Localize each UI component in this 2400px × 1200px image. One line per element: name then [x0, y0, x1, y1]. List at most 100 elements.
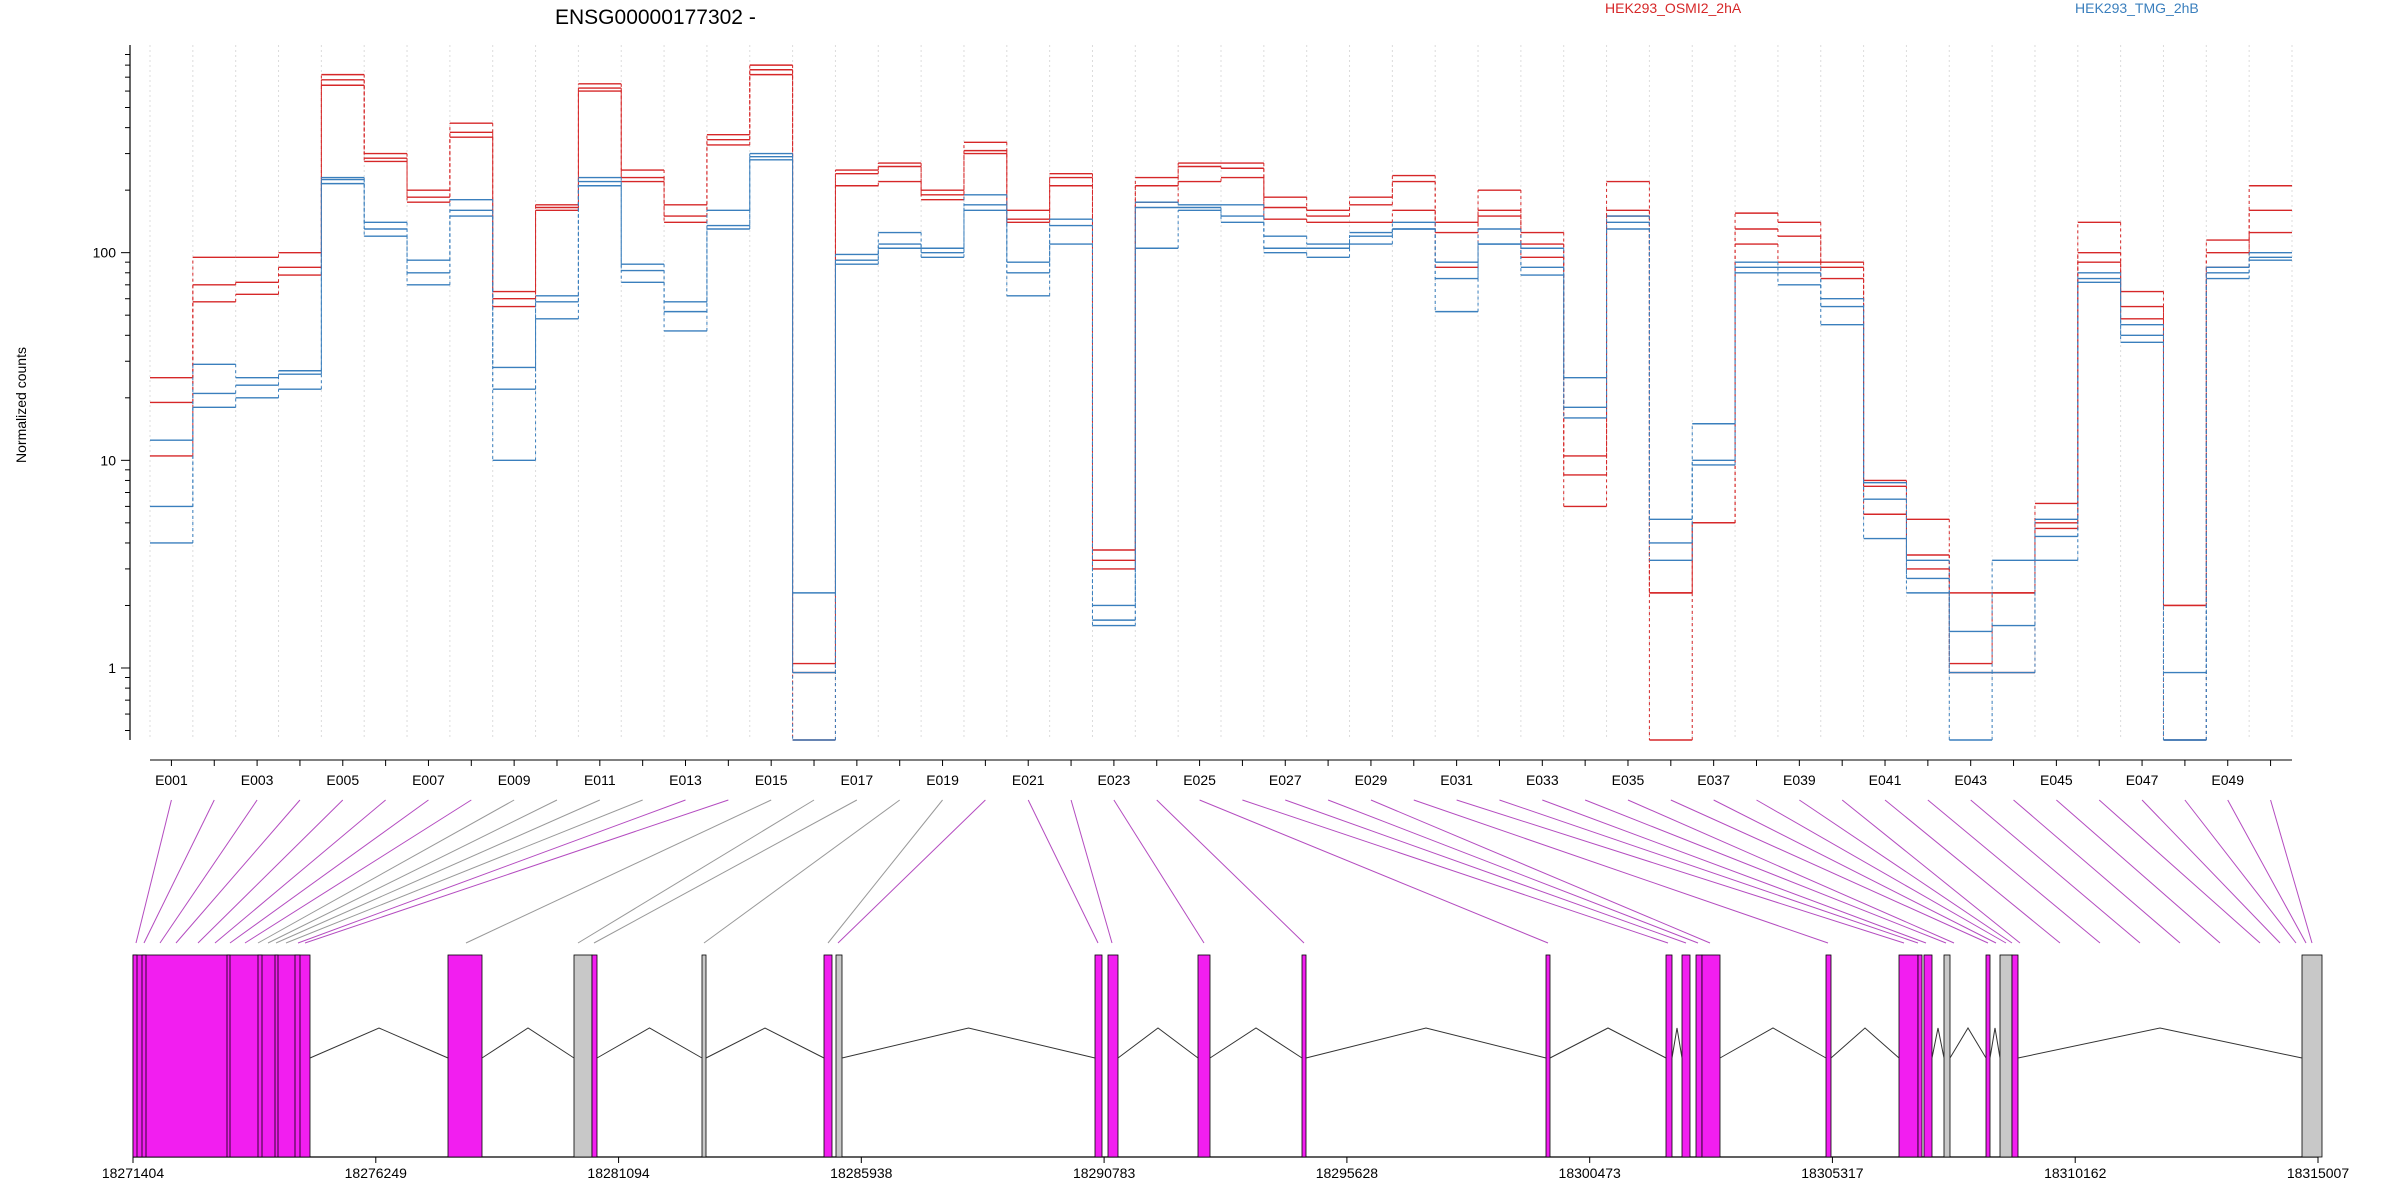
exon-connector-line [1113, 799, 1205, 944]
exon-connector-line [593, 799, 858, 944]
exon-connector-line [159, 799, 258, 944]
exon-tick-label: E007 [412, 772, 445, 788]
y-axis-label: Normalized counts [13, 347, 29, 463]
genomic-coordinate-label: 18290783 [1073, 1165, 1136, 1181]
exon-block [132, 954, 311, 1158]
exon-block [591, 954, 598, 1158]
exon-connector-line [1499, 799, 1919, 944]
genomic-coordinate-label: 18300473 [1559, 1165, 1622, 1181]
exon-connector-line [285, 799, 643, 944]
exon-tick-label: E033 [1526, 772, 1559, 788]
legend-entry-tmg: HEK293_TMG_2hB [2075, 0, 2199, 16]
exon-tick-label: E049 [2211, 772, 2244, 788]
exon-connector-line [1841, 799, 2021, 944]
intron-line [1671, 1027, 1683, 1059]
exon-connector-line [2013, 799, 2181, 944]
exon-connector-line [1027, 799, 1099, 944]
exon-connector-line [1413, 799, 1829, 944]
exon-connector-line [1627, 799, 1955, 944]
exon-block [1107, 954, 1119, 1158]
intron-line [481, 1027, 575, 1059]
intron-line [1305, 1027, 1547, 1059]
exon-tick-label: E003 [241, 772, 274, 788]
genomic-coordinate-label: 18305317 [1801, 1165, 1864, 1181]
exon-block [447, 954, 483, 1158]
exon-tick-label: E023 [1098, 772, 1131, 788]
exon-connector-line [703, 799, 900, 944]
exon-connector-line [1370, 799, 1711, 944]
chart-title: ENSG00000177302 - [555, 6, 756, 29]
intron-line [1209, 1027, 1303, 1059]
exon-block [1898, 954, 1919, 1158]
exon-tick-label: E047 [2126, 772, 2159, 788]
exon-block [294, 954, 301, 1158]
exon-connector-line [267, 799, 558, 944]
intron-line [1117, 1027, 1199, 1059]
genomic-coordinate-label: 18315007 [2287, 1165, 2350, 1181]
exon-tick-label: E021 [1012, 772, 1045, 788]
series-osmi2-0 [150, 64, 2292, 665]
gridlines [149, 45, 2293, 740]
genomic-coordinate-label: 18310162 [2044, 1165, 2107, 1181]
exon-tick-label: E009 [498, 772, 531, 788]
exon-connector-line [1884, 799, 2061, 944]
intron-line [1931, 1027, 1945, 1059]
intron-line [2017, 1027, 2303, 1059]
exon-connector-line [1799, 799, 2013, 944]
exon-connector-line [577, 799, 815, 944]
exon-block [1197, 954, 1211, 1158]
exon-block [141, 954, 147, 1158]
intron-line [309, 1027, 449, 1059]
intron-line [1830, 1027, 1900, 1059]
exon-connector-line [244, 799, 472, 944]
exon-connector-line [1199, 799, 1549, 944]
intron-line [596, 1027, 703, 1059]
exon-connector-line [275, 799, 601, 944]
exon-block [1923, 954, 1933, 1158]
intron-line [1549, 1027, 1667, 1059]
exon-connector-line [304, 799, 729, 944]
exon-tick-label: E043 [1954, 772, 1987, 788]
exon-block-noncounted [835, 954, 843, 1158]
exon-block [1825, 954, 1832, 1158]
series-tmg-4 [150, 155, 2292, 741]
exon-tick-label: E041 [1869, 772, 1902, 788]
exon-block [1094, 954, 1103, 1158]
exon-connector-line [2141, 799, 2281, 944]
exon-block [1701, 954, 1721, 1158]
exon-connector-line [197, 799, 344, 944]
exon-tick-label: E001 [155, 772, 188, 788]
exon-connector-line [229, 799, 429, 944]
intron-line [841, 1027, 1096, 1059]
series-lines [150, 64, 2292, 741]
exon-connector-line [1713, 799, 1997, 944]
exon-tick-label: E029 [1355, 772, 1388, 788]
exon-connector-line [175, 799, 301, 944]
exon-tick-label: E039 [1783, 772, 1816, 788]
exon-block-noncounted [2301, 954, 2323, 1158]
exon-block [823, 954, 833, 1158]
exon-tick-label: E005 [326, 772, 359, 788]
exon-connector-line [2056, 799, 2221, 944]
exon-connector-line [1970, 799, 2141, 944]
exon-connector-line [297, 799, 686, 944]
exon-connector-line [1927, 799, 2101, 944]
exon-tick-label: E017 [841, 772, 874, 788]
exon-connector-line [1242, 799, 1669, 944]
exon-connector-line [135, 799, 172, 944]
exon-connector-line [1285, 799, 1687, 944]
exon-tick-label: E019 [926, 772, 959, 788]
exon-connector-line [1327, 799, 1699, 944]
exon-block [1695, 954, 1703, 1158]
exon-tick-label: E037 [1697, 772, 1730, 788]
genomic-coordinate-label: 18281094 [587, 1165, 650, 1181]
y-tick-label: 100 [93, 245, 117, 261]
series-tmg-5 [150, 159, 2292, 741]
genomic-coordinate-label: 18295628 [1316, 1165, 1379, 1181]
exon-block [257, 954, 263, 1158]
exon-axis-ticks: E001 E003 E005 E007 E009 E011 E013 E015 E017 E019… [150, 759, 2292, 788]
exon-block [226, 954, 231, 1158]
exon-block-noncounted [573, 954, 593, 1158]
exon-connector-line [2270, 799, 2313, 944]
